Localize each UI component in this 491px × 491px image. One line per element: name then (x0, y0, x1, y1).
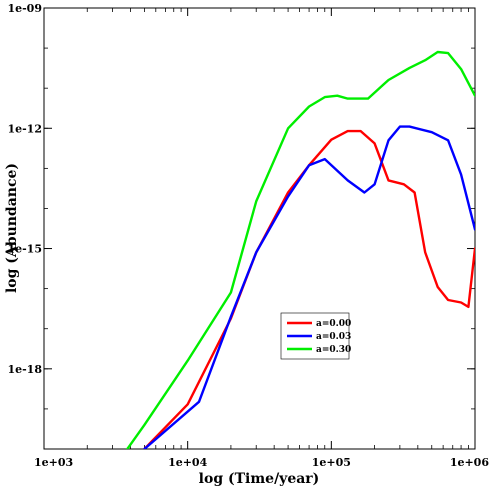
legend-label: a=0.30 (316, 345, 351, 355)
y-tick-label: 1e-18 (7, 363, 42, 376)
series-line (126, 50, 475, 449)
legend-label: a=0.03 (316, 332, 351, 342)
y-tick-label: 1e-12 (7, 122, 42, 135)
legend-label: a=0.00 (316, 319, 351, 329)
x-tick-label: 1e+05 (312, 456, 351, 469)
x-tick-label: 1e+03 (34, 456, 73, 469)
y-axis-title: log (Abundance) (4, 163, 20, 293)
y-tick-label: 1e-09 (7, 2, 42, 15)
legend: a=0.00 a=0.03 a=0.30 (280, 312, 351, 360)
x-tick-label: 1e+04 (168, 456, 208, 469)
plot-frame (43, 7, 476, 450)
x-axis-title: log (Time/year) (199, 471, 320, 487)
series-line (143, 125, 475, 449)
series-line (143, 129, 475, 449)
y-tick-label: 1e-15 (7, 243, 42, 256)
x-tick-label: 1e+06 (450, 456, 490, 469)
